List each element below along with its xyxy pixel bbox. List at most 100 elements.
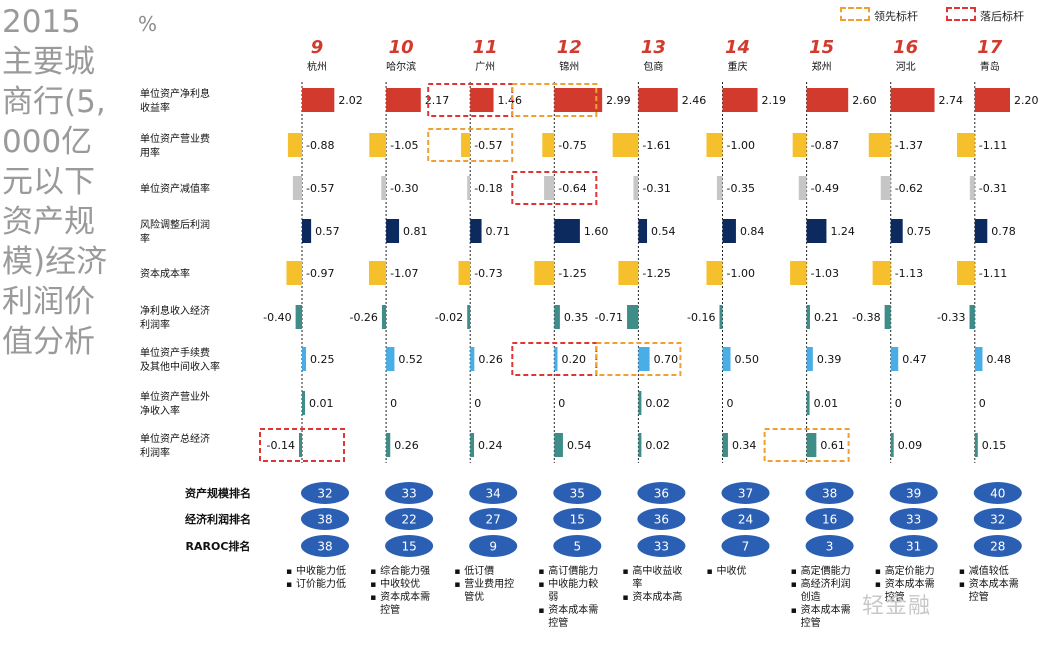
data-label: -1.25 xyxy=(558,267,586,280)
note-bullet: ▪ xyxy=(286,567,292,577)
data-label: 0 xyxy=(390,397,397,410)
note-bullet: ▪ xyxy=(791,606,797,616)
note-bullet: ▪ xyxy=(370,567,376,577)
metric-label: 用率 xyxy=(140,146,160,159)
lead-benchmark-box xyxy=(511,83,598,117)
bank-number: 11 xyxy=(473,37,498,58)
data-label: -0.73 xyxy=(474,267,502,280)
bar xyxy=(806,347,813,371)
note-bullet: ▪ xyxy=(538,567,544,577)
metric-label: 资本成本率 xyxy=(140,267,190,280)
data-label: -0.57 xyxy=(306,182,334,195)
bar xyxy=(286,261,302,285)
note-text: 控管 xyxy=(969,590,989,603)
rank-value: 31 xyxy=(906,540,921,554)
bar xyxy=(706,133,723,157)
note-text: 控管 xyxy=(548,616,568,629)
data-label: 0.61 xyxy=(820,439,845,452)
bar xyxy=(722,347,731,371)
note-bullet: ▪ xyxy=(370,580,376,590)
rank-pill xyxy=(721,508,770,530)
metric-label: 单位资产净利息 xyxy=(140,87,210,100)
note-text: 控管 xyxy=(801,616,821,629)
note-bullet: ▪ xyxy=(875,580,881,590)
note-text: 资本成本高 xyxy=(632,590,682,603)
bar xyxy=(957,261,975,285)
bank-number: 16 xyxy=(893,37,918,58)
data-label: 0.02 xyxy=(645,397,670,410)
note-text: 中收优 xyxy=(717,564,747,577)
data-label: -1.13 xyxy=(895,267,923,280)
note-text: 中收较优 xyxy=(380,577,420,590)
data-label: -0.62 xyxy=(895,182,923,195)
metric-label: 及其他中间收入率 xyxy=(140,360,220,373)
rank-pill xyxy=(637,482,686,504)
note-text: 中收能力低 xyxy=(296,564,346,577)
rank-value: 9 xyxy=(489,540,497,554)
metric-label: 单位资产手续费 xyxy=(140,346,210,359)
bar xyxy=(884,305,891,329)
bar xyxy=(470,219,482,243)
data-label: -0.31 xyxy=(979,182,1007,195)
bank-number: 12 xyxy=(557,37,582,58)
bar xyxy=(890,433,894,457)
bar xyxy=(386,88,421,112)
rank-value: 7 xyxy=(742,540,750,554)
note-text: 资本成本需 xyxy=(969,577,1019,590)
bar xyxy=(806,88,849,112)
data-label: 1.60 xyxy=(584,225,609,238)
bar xyxy=(638,219,648,243)
rank-pill xyxy=(889,535,938,557)
bar xyxy=(722,88,758,112)
data-label: 2.74 xyxy=(939,94,964,107)
note-text: 资本成本需 xyxy=(801,603,851,616)
bar xyxy=(386,347,395,371)
data-label: 0 xyxy=(727,397,734,410)
data-label: -0.14 xyxy=(267,439,295,452)
data-label: -0.97 xyxy=(306,267,334,280)
note-bullet: ▪ xyxy=(791,567,797,577)
note-text: 资本成本需 xyxy=(380,590,430,603)
bank-number: 14 xyxy=(725,37,750,58)
rank-value: 28 xyxy=(990,540,1005,554)
bank-name: 哈尔滨 xyxy=(386,60,416,73)
bar xyxy=(974,433,978,457)
bar xyxy=(386,433,391,457)
rank-pill xyxy=(469,535,518,557)
data-label: 0.50 xyxy=(735,353,760,366)
rank-value: 22 xyxy=(401,513,416,527)
data-label: 0.54 xyxy=(651,225,676,238)
bar xyxy=(467,305,471,329)
data-label: 0.01 xyxy=(814,397,839,410)
note-bullet: ▪ xyxy=(959,580,965,590)
bar xyxy=(292,176,302,200)
note-text: 率 xyxy=(632,577,642,590)
rank-value: 32 xyxy=(990,513,1005,527)
data-label: 0.81 xyxy=(403,225,428,238)
bar xyxy=(299,433,302,457)
data-label: 0 xyxy=(558,397,565,410)
data-label: 0.26 xyxy=(478,353,503,366)
note-bullet: ▪ xyxy=(286,580,292,590)
bar xyxy=(461,133,471,157)
note-bullet: ▪ xyxy=(707,567,713,577)
metric-label: 单位资产营业费 xyxy=(140,132,210,145)
rank-pill xyxy=(301,508,349,530)
bar xyxy=(458,261,471,285)
note-text: 控管 xyxy=(380,603,400,616)
bar xyxy=(719,305,723,329)
data-label: 0.71 xyxy=(486,225,511,238)
data-label: -1.00 xyxy=(727,267,755,280)
data-label: -0.02 xyxy=(435,311,463,324)
metric-label: 单位资产减值率 xyxy=(140,182,210,195)
data-label: 0.24 xyxy=(478,439,503,452)
rank-value: 3 xyxy=(826,540,834,554)
note-text: 减值较低 xyxy=(969,564,1009,577)
bank-name: 杭州 xyxy=(307,60,327,73)
bar xyxy=(295,305,302,329)
data-label: 0.20 xyxy=(562,353,587,366)
metric-label: 利润率 xyxy=(140,318,170,331)
bar xyxy=(890,88,935,112)
bar xyxy=(806,219,827,243)
